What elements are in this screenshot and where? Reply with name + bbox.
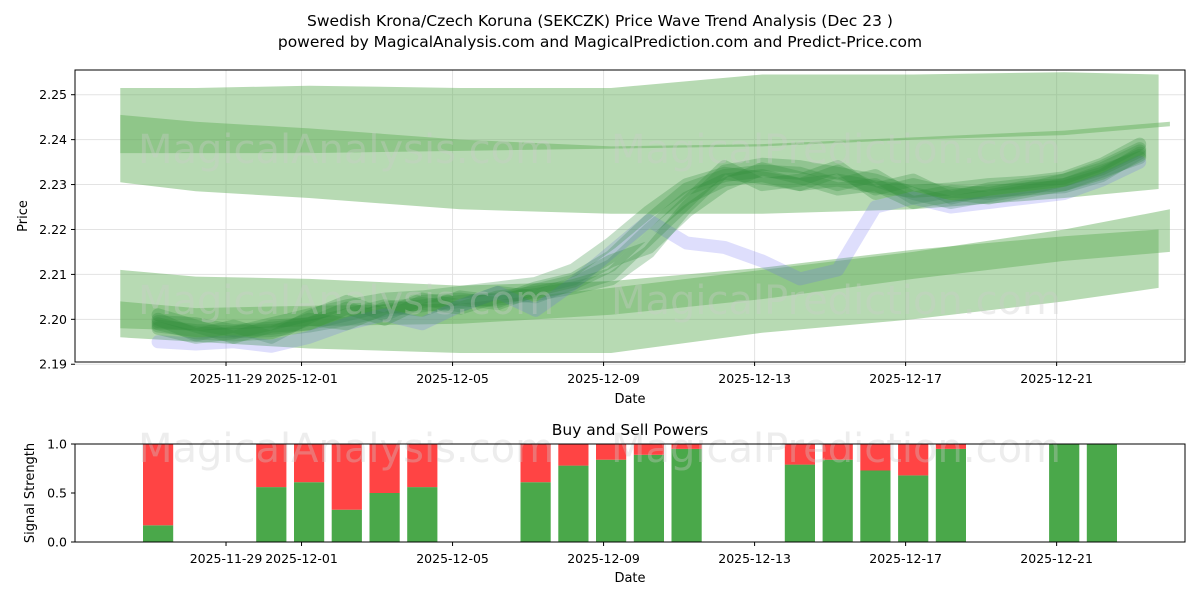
watermark-prediction-top: MagicalPrediction.com (611, 127, 1061, 173)
buy-bar (633, 454, 664, 542)
watermark-analysis-top: MagicalAnalysis.com (138, 127, 554, 173)
series-wave-3 (151, 151, 1147, 338)
sell-bar (331, 444, 362, 510)
price-plot-area (75, 70, 1185, 362)
price-y-ticks: 2.19 2.20 2.21 2.22 2.23 2.24 2.25 (39, 87, 75, 372)
sell-bar (784, 444, 815, 465)
power-panel-title: Buy and Sell Powers (552, 421, 709, 439)
power-x-axis-label: Date (614, 571, 645, 586)
chart-title: Swedish Krona/Czech Koruna (SEKCZK) Pric… (307, 12, 893, 30)
buy-bar (860, 470, 891, 542)
price-x-tick-label: 2025-12-17 (869, 371, 942, 386)
power-y-tick-label: 1.0 (47, 437, 67, 452)
sell-bar (935, 444, 966, 449)
power-y-axis-label: Signal Strength (23, 443, 38, 543)
power-x-ticks: 2025-11-29 2025-12-01 2025-12-05 2025-12-09… (190, 542, 1093, 566)
sell-bar (294, 444, 325, 483)
buy-bar (1086, 444, 1117, 542)
buy-bar (256, 487, 287, 542)
sell-bar (143, 444, 174, 526)
price-x-tick-label: 2025-12-21 (1020, 371, 1093, 386)
series-wave-7 (151, 137, 1147, 344)
power-x-tick-label: 2025-12-05 (416, 551, 489, 566)
price-y-tick-label: 2.22 (39, 222, 67, 237)
power-x-tick-label: 2025-12-01 (265, 551, 338, 566)
power-x-tick-label: 2025-12-17 (869, 551, 942, 566)
price-x-tick-label: 2025-12-05 (416, 371, 489, 386)
power-x-tick-label: 2025-12-09 (567, 551, 640, 566)
price-x-tick-label: 2025-12-13 (718, 371, 791, 386)
buy-bar (369, 493, 400, 542)
sell-bar (407, 444, 438, 488)
watermark-prediction-bottom: MagicalPrediction.com (611, 426, 1061, 472)
band-lower-wide (120, 229, 1159, 353)
power-y-tick-label: 0.0 (47, 535, 67, 550)
buy-bar (1049, 444, 1080, 542)
band-lower-inner (120, 209, 1170, 331)
price-grid (75, 70, 1185, 365)
price-x-tick-label: 2025-11-29 (190, 371, 263, 386)
watermark-prediction-mid: MagicalPrediction.com (611, 278, 1061, 324)
sell-bar (596, 444, 627, 460)
power-x-tick-label: 2025-12-21 (1020, 551, 1093, 566)
sell-bar (520, 444, 551, 483)
power-y-ticks: 0.0 0.5 1.0 (47, 437, 75, 550)
buy-bar (558, 465, 589, 542)
price-bands (120, 72, 1170, 353)
watermark-analysis-bottom: MagicalAnalysis.com (138, 426, 554, 472)
sell-bar (898, 444, 929, 476)
price-x-tick-label: 2025-12-01 (265, 371, 338, 386)
buy-bar (407, 487, 438, 542)
buy-bar (331, 509, 362, 542)
price-wave-lines (151, 137, 1147, 353)
sell-bar (369, 444, 400, 493)
sell-bar (671, 444, 702, 449)
buy-bar (596, 459, 627, 542)
sell-bar (558, 444, 589, 466)
price-y-tick-label: 2.20 (39, 312, 67, 327)
price-x-tick-label: 2025-12-09 (567, 371, 640, 386)
power-bars (143, 444, 1117, 542)
band-upper-wide (120, 72, 1159, 214)
sell-bar (633, 444, 664, 455)
price-y-tick-label: 2.24 (39, 132, 67, 147)
price-x-ticks: 2025-11-29 2025-12-01 2025-12-05 2025-12-09… (190, 362, 1093, 386)
power-panel: Buy and Sell Powers MagicalAnalysis.com … (23, 421, 1186, 586)
series-wave-4 (151, 155, 1147, 353)
buy-bar (898, 475, 929, 542)
buy-bar (822, 459, 853, 542)
buy-bar (671, 448, 702, 542)
series-wave-6 (151, 144, 1147, 344)
series-wave-1 (151, 146, 1147, 339)
sell-bar (860, 444, 891, 471)
chart-subtitle: powered by MagicalAnalysis.com and Magic… (278, 33, 922, 51)
buy-bar (935, 448, 966, 542)
price-x-axis-label: Date (614, 392, 645, 407)
price-y-tick-label: 2.23 (39, 177, 67, 192)
watermark-analysis-mid: MagicalAnalysis.com (138, 278, 554, 324)
series-wave-2 (151, 142, 1147, 344)
band-upper-inner (120, 114, 1170, 154)
series-wave-5 (151, 148, 1147, 342)
power-x-tick-label: 2025-12-13 (718, 551, 791, 566)
price-y-tick-label: 2.25 (39, 87, 67, 102)
buy-bar (784, 464, 815, 542)
buy-bar (143, 525, 174, 542)
price-panel: MagicalAnalysis.com MagicalPrediction.co… (16, 69, 1186, 407)
power-y-tick-label: 0.5 (47, 486, 67, 501)
sell-bar (822, 444, 853, 460)
power-x-tick-label: 2025-11-29 (190, 551, 263, 566)
price-plot-frame (74, 69, 1186, 363)
buy-bar (294, 482, 325, 542)
sell-bar (256, 444, 287, 488)
price-y-tick-label: 2.21 (39, 267, 67, 282)
price-y-axis-label: Price (16, 200, 31, 232)
buy-bar (520, 482, 551, 542)
price-y-tick-label: 2.19 (39, 357, 67, 372)
